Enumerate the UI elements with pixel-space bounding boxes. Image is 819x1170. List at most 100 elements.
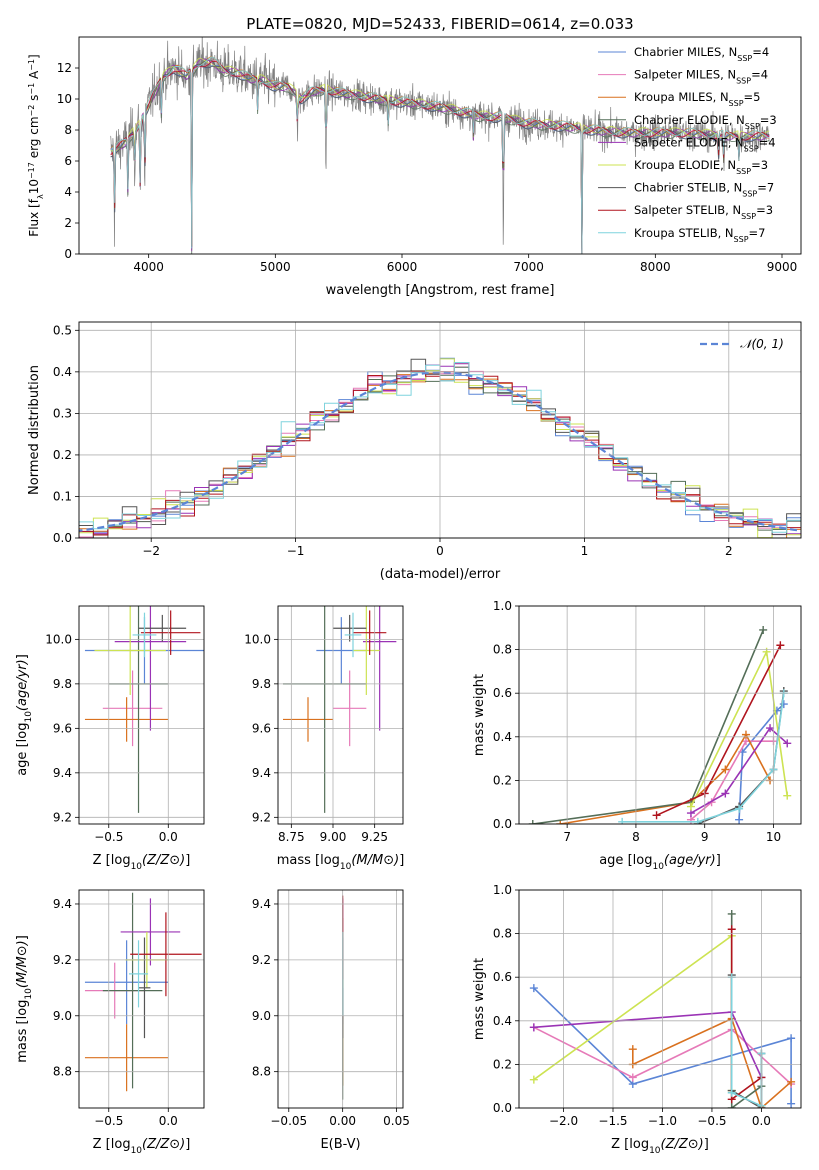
x-tick-label: 0.00 <box>329 1114 356 1128</box>
x-tick-label: −0.5 <box>94 1114 123 1128</box>
axes-frame <box>277 889 404 1109</box>
x-tick-label: 0.0 <box>159 1114 178 1128</box>
legend-label-subscript: SSP <box>736 76 751 85</box>
weight-marker <box>721 789 730 798</box>
axes-frame <box>78 889 205 1109</box>
y-axis-label: mass [log10(M/M⊙)] <box>15 935 34 1063</box>
legend-label-text: Chabrier ELODIE, N <box>634 113 745 127</box>
legend-label-text: =5 <box>744 90 761 104</box>
weight-marker <box>686 802 695 811</box>
y-tick-label: 9.4 <box>53 766 72 780</box>
y-tick-label: 8.8 <box>53 1065 72 1079</box>
panel-residuals: −2 −1 0 1 2 0.0 0.1 0.2 0.3 0.4 0.5 (data-model)/er… <box>27 321 802 582</box>
x-tick-label: −2 <box>142 544 160 558</box>
legend-label-text: =7 <box>757 181 774 195</box>
weight-marker <box>741 730 750 739</box>
legend-label: Salpeter MILES, NSSP=4 <box>634 68 768 86</box>
y-tick-label: 1.0 <box>493 599 512 613</box>
x-tick-label: 5000 <box>260 260 291 274</box>
y-axis-label: mass weight <box>472 958 487 1040</box>
y-tick-label: 0.4 <box>493 1014 512 1028</box>
model-fit-line <box>110 57 770 248</box>
normal-reference-curve <box>79 371 801 532</box>
figure-title: PLATE=0820, MJD=52433, FIBERID=0614, z=0… <box>246 15 633 33</box>
label-part: mass [log <box>15 1000 30 1063</box>
label-part: s <box>27 95 41 105</box>
x-tick-label: 2 <box>725 544 733 558</box>
weight-marker <box>727 1104 736 1108</box>
legend-label-text: =3 <box>751 158 768 172</box>
label-part: age [log <box>15 723 30 776</box>
label-part: ] <box>27 54 41 59</box>
x-tick-label: −2.0 <box>549 1114 578 1128</box>
x-tick-label: −0.5 <box>94 830 123 844</box>
label-part: λ <box>36 194 45 199</box>
axes-frame <box>518 605 802 825</box>
y-axis-label: Flux [fλ10−17 erg cm−2 s−1 A−1] <box>27 54 45 236</box>
x-axis-label: Z [log10(Z/Z⊙)] <box>93 853 191 872</box>
y-tick-label: 9.2 <box>53 810 72 824</box>
label-part: −1 <box>27 83 36 95</box>
label-part: ] <box>716 853 721 868</box>
x-tick-label: 0.0 <box>752 1114 771 1128</box>
y-tick-label: 9.8 <box>53 677 72 691</box>
x-tick-label: 0.05 <box>383 1114 410 1128</box>
label-part: ] <box>185 853 190 868</box>
x-tick-label: −1.0 <box>648 1114 677 1128</box>
legend-label-text: Kroupa STELIB, N <box>634 226 734 240</box>
legend-label-text: Kroupa ELODIE, N <box>634 158 736 172</box>
weight-marker <box>529 1023 538 1032</box>
x-tick-label: 0.0 <box>159 830 178 844</box>
x-tick-label: 9000 <box>767 260 798 274</box>
weight-line <box>622 693 785 823</box>
weight-marker <box>735 804 744 813</box>
panel-age-vs-mass: 8.75 9.00 9.25 9.2 9.4 9.6 9.8 10.0 mass [log10(… <box>244 605 404 872</box>
label-part: Z [log <box>93 1137 131 1152</box>
label-part: ] <box>15 654 30 659</box>
y-tick-label: 10 <box>57 92 72 106</box>
label-part: (M/M⊙) <box>15 940 30 988</box>
y-tick-label: 9.2 <box>252 810 271 824</box>
legend-label-text: Kroupa MILES, N <box>634 90 729 104</box>
panel-mass-vs-EBV: −0.05 0.00 0.05 8.8 9.0 9.2 9.4 E(B-V) <box>252 889 410 1152</box>
y-tick-label: 9.0 <box>252 1009 271 1023</box>
weight-marker <box>721 765 730 774</box>
axes-frame <box>277 605 404 825</box>
weight-marker <box>528 820 537 824</box>
label-part: ] <box>704 1137 709 1152</box>
weight-line <box>730 929 762 1101</box>
x-tick-label: 6000 <box>387 260 418 274</box>
model-fit-line <box>110 60 770 254</box>
x-tick-label: −1 <box>287 544 305 558</box>
plot-area <box>283 606 397 813</box>
model-fit-line <box>110 59 770 254</box>
x-tick-label: 4000 <box>133 260 164 274</box>
label-part: (Z/Z⊙) <box>661 1137 704 1152</box>
legend-label: Salpeter ELODIE, NSSP=4 <box>634 135 776 153</box>
weight-marker <box>787 1099 796 1108</box>
y-tick-label: 0.0 <box>53 531 72 545</box>
label-part: (age/yr) <box>664 853 716 868</box>
panel-mass-vs-Z: −0.5 0.08.89.09.29.4Z [log10(Z/Z⊙)]mass [… <box>15 889 205 1156</box>
legend-label-subscript: SSP <box>745 121 760 130</box>
plot-area <box>529 909 796 1108</box>
legend-label-text: Salpeter STELIB, N <box>634 203 741 217</box>
y-tick-label: 0.0 <box>493 1101 512 1115</box>
axes-frame <box>78 605 205 825</box>
x-tick-label: 9.00 <box>320 830 347 844</box>
x-tick-label: 0 <box>436 544 444 558</box>
model-fit-line <box>110 58 770 252</box>
label-subscript: 10 <box>652 862 664 872</box>
x-tick-label: 8000 <box>640 260 671 274</box>
y-tick-label: 0.0 <box>493 817 512 831</box>
x-tick-label: 8.75 <box>278 830 305 844</box>
label-part: Z [log <box>93 853 131 868</box>
weight-line <box>730 914 762 1108</box>
weight-marker <box>787 1034 796 1043</box>
label-part: (age/yr) <box>15 659 30 711</box>
y-tick-label: 0.1 <box>53 489 72 503</box>
weight-line <box>690 740 774 821</box>
axes-frame <box>518 889 802 1109</box>
legend-label: Chabrier MILES, NSSP=4 <box>634 45 769 63</box>
